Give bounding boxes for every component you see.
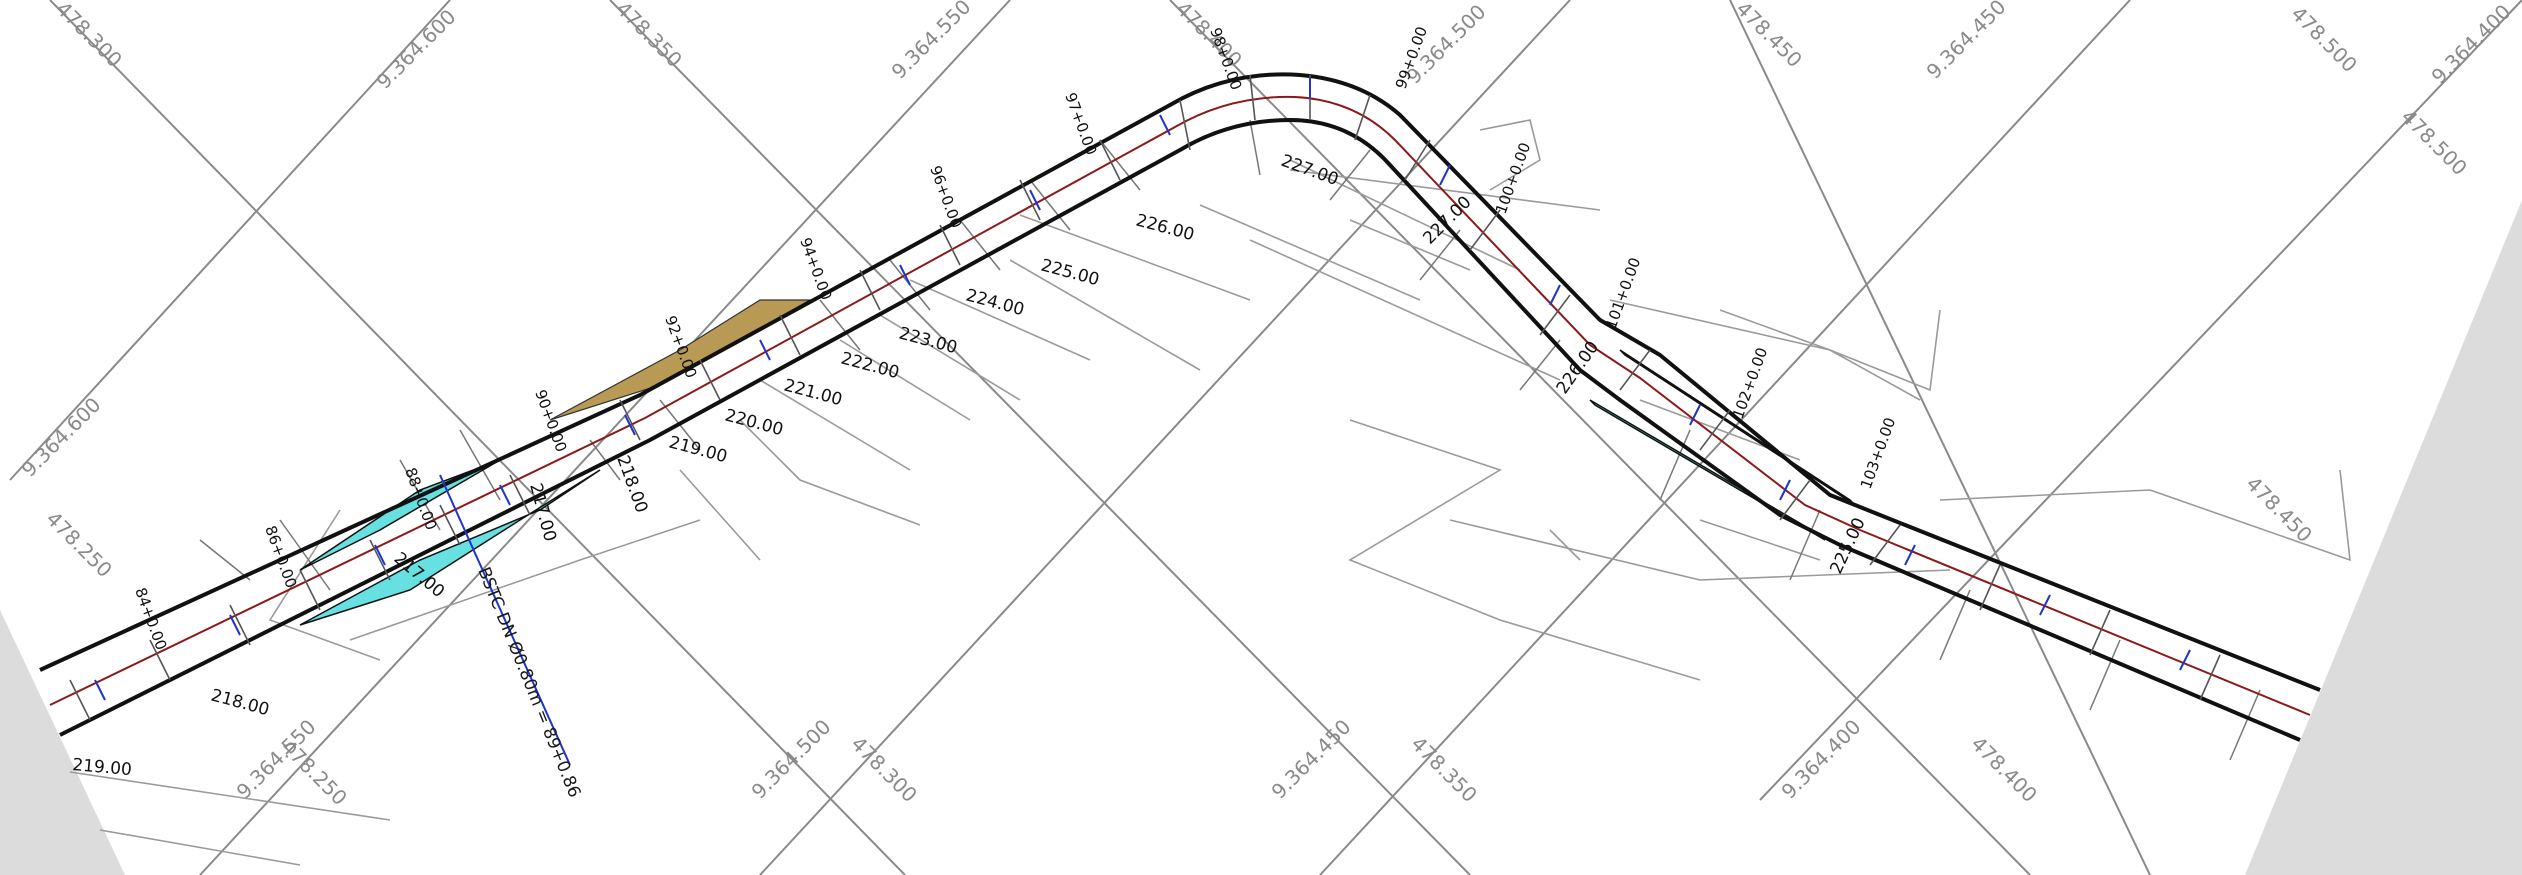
road-centerline (49, 95, 2311, 716)
grid-label: 478.500 (2286, 2, 2361, 77)
contour-label: 219.00 (667, 433, 730, 468)
station-label: 97+0.00 (1061, 90, 1100, 157)
station-label: 101+0.00 (1602, 255, 1644, 331)
contour-label: 218.00 (612, 453, 651, 516)
coordinate-grid (9, 0, 2522, 875)
station-label: 84+0.00 (131, 585, 170, 652)
contour-label: 226.00 (1134, 211, 1197, 246)
station-label: 96+0.00 (926, 163, 965, 230)
grid-label: 478.400 (1966, 732, 2041, 807)
grid-label: 9.364.400 (2427, 0, 2516, 89)
station-label: 100+0.00 (1492, 140, 1534, 216)
contour-label: 223.00 (897, 324, 960, 359)
contour-label: 222.00 (839, 349, 902, 384)
grid-label: 478.500 (2396, 105, 2471, 180)
grid-label: 9.364.450 (1922, 0, 2011, 84)
contour-label: 227.00 (1278, 151, 1341, 190)
grid-label: 9.364.600 (372, 5, 461, 94)
pipe-culvert-label: BSTC DN Ø0.80m = 89+0.86 (473, 564, 584, 800)
pipe-culvert-line (439, 474, 571, 766)
grid-label: 478.300 (51, 0, 126, 72)
grid-label: 478.450 (1731, 0, 1806, 72)
contour-label: 225.00 (1039, 256, 1102, 291)
grid-label: 478.250 (41, 507, 116, 582)
road-edge-lower (59, 118, 2301, 742)
road-edge-upper (39, 72, 2321, 692)
grid-label: 9.364.400 (1777, 715, 1866, 804)
grid-label: 9.364.550 (887, 0, 976, 84)
station-label: 86+0.00 (261, 523, 300, 590)
contour-lines (69, 119, 2351, 866)
contour-label: 218.00 (209, 686, 272, 721)
grid-label: 9.364.600 (17, 393, 106, 482)
contour-label: 224.00 (964, 286, 1027, 321)
left-gray-panel (0, 610, 125, 875)
grid-label: 478.250 (276, 735, 351, 810)
cyan-fill-lower (299, 469, 601, 626)
contour-labels: 227.00 226.00 225.00 224.00 223.00 222.0… (72, 151, 1870, 780)
station-label: 90+0.00 (531, 387, 570, 454)
station-label: 94+0.00 (796, 235, 835, 302)
right-gray-panel (2245, 200, 2522, 875)
cross-section-ticks (69, 74, 2221, 721)
grid-label: 9.364.450 (1267, 715, 1356, 804)
road-edges (39, 72, 2321, 742)
grid-label: 478.350 (611, 0, 686, 72)
tan-fill (549, 299, 813, 421)
batter-lines (199, 119, 2261, 761)
contour-label: 227.00 (1419, 192, 1475, 248)
station-label: 103+0.00 (1857, 415, 1899, 491)
contour-label: 219.00 (72, 755, 133, 780)
contour-label: 225.00 (1826, 515, 1869, 577)
contour-label: 221.00 (782, 376, 845, 411)
pipe-marks (94, 78, 2191, 701)
